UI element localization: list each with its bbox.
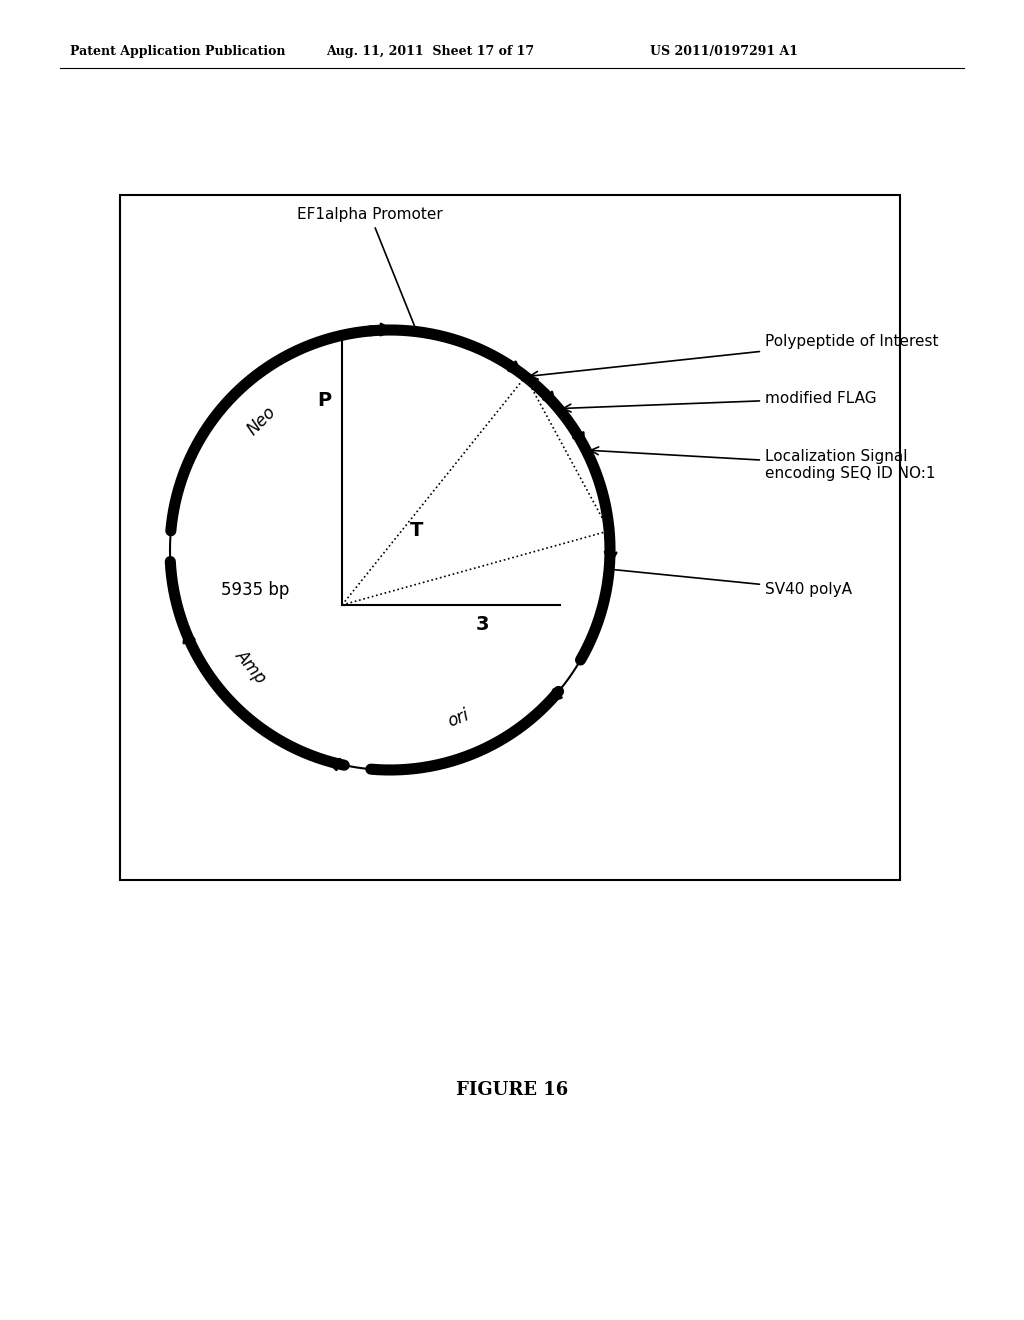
Text: modified FLAG: modified FLAG (563, 391, 877, 412)
Text: SV40 polyA: SV40 polyA (612, 569, 852, 597)
Text: US 2011/0197291 A1: US 2011/0197291 A1 (650, 45, 798, 58)
Text: Patent Application Publication: Patent Application Publication (70, 45, 286, 58)
Text: 5935 bp: 5935 bp (221, 581, 289, 599)
Text: T: T (411, 520, 424, 540)
Text: FIGURE 16: FIGURE 16 (456, 1081, 568, 1100)
Text: Polypeptide of Interest: Polypeptide of Interest (530, 334, 939, 379)
Text: ori: ori (444, 706, 472, 731)
Text: Neo: Neo (244, 404, 280, 440)
Text: P: P (317, 391, 331, 409)
Text: Amp: Amp (231, 647, 269, 688)
Text: Localization Signal
encoding SEQ ID NO:1: Localization Signal encoding SEQ ID NO:1 (591, 447, 936, 482)
Text: Aug. 11, 2011  Sheet 17 of 17: Aug. 11, 2011 Sheet 17 of 17 (326, 45, 535, 58)
Bar (120, 195, 900, 880)
Text: EF1alpha Promoter: EF1alpha Promoter (297, 207, 442, 329)
Text: 3: 3 (475, 615, 488, 635)
